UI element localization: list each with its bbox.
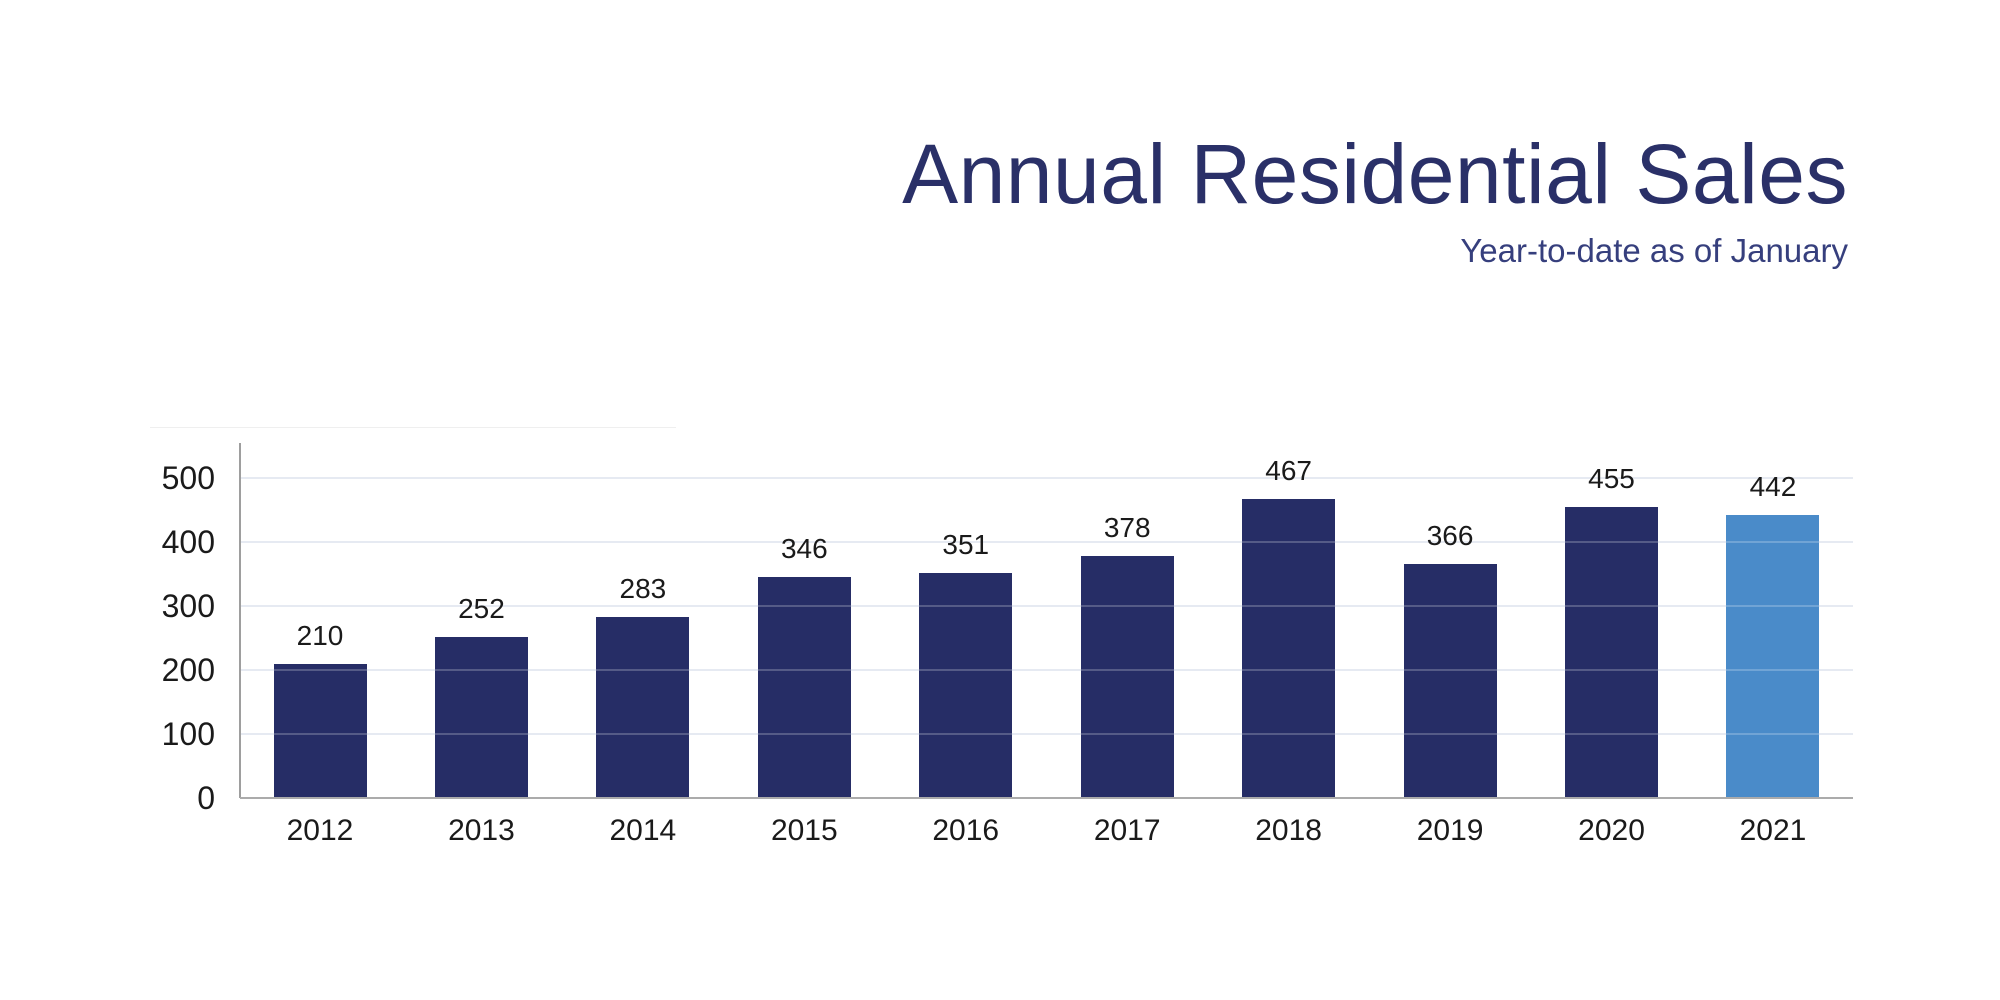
- gridline-100: [240, 733, 1853, 736]
- gridline-overlay-300: [240, 605, 1853, 608]
- gridline-200: [240, 669, 1853, 672]
- x-axis-label-2021: 2021: [1739, 814, 1807, 847]
- bar-value-2012: 210: [296, 619, 344, 651]
- gridline-overlay-500: [240, 477, 1853, 480]
- bar-2021: [1726, 515, 1820, 798]
- gridline-overlay-100: [240, 733, 1853, 736]
- gridline-overlay-400: [240, 541, 1853, 544]
- x-axis-line: [240, 797, 1853, 799]
- chart-panel-edge: [150, 427, 676, 428]
- x-axis-label-2017: 2017: [1093, 814, 1161, 847]
- bar-value-2016: 351: [942, 529, 990, 561]
- gridline-400: [240, 541, 1853, 544]
- gridline-500: [240, 477, 1853, 480]
- y-axis-tick-100: 100: [161, 716, 215, 753]
- y-axis-line: [239, 443, 241, 798]
- bar-value-2019: 366: [1426, 519, 1474, 551]
- bar-2020: [1565, 506, 1659, 798]
- bar-2017: [1080, 556, 1174, 798]
- y-axis-tick-500: 500: [161, 460, 215, 497]
- bar-2019: [1403, 563, 1497, 798]
- bar-value-2014: 283: [619, 572, 667, 604]
- x-axis-label-2018: 2018: [1255, 814, 1322, 847]
- chart-subtitle: Year-to-date as of January: [1460, 232, 1848, 269]
- bar-value-2013: 252: [458, 592, 505, 624]
- y-axis-tick-300: 300: [161, 588, 215, 625]
- bar-value-2015: 346: [780, 532, 828, 564]
- bar-value-2017: 378: [1103, 512, 1151, 544]
- bar-value-2021: 442: [1749, 471, 1797, 503]
- y-axis-tick-400: 400: [161, 524, 215, 561]
- gridline-overlay-200: [240, 669, 1853, 672]
- bar-2013: [434, 636, 528, 798]
- chart-title: Annual Residential Sales: [902, 127, 1848, 221]
- bar-2018: [1242, 499, 1336, 798]
- x-axis-label-2014: 2014: [609, 814, 677, 847]
- bar-2014: [596, 616, 690, 798]
- x-axis-label-2013: 2013: [448, 814, 515, 847]
- bar-2012: [273, 663, 367, 798]
- y-axis-tick-200: 200: [161, 652, 215, 689]
- x-axis-label-2015: 2015: [770, 814, 838, 847]
- gridline-300: [240, 605, 1853, 608]
- x-axis-label-2019: 2019: [1416, 814, 1484, 847]
- bar-2016: [919, 573, 1013, 798]
- bar-2015: [757, 576, 851, 798]
- x-axis-label-2012: 2012: [286, 814, 354, 847]
- x-axis-label-2016: 2016: [932, 814, 1000, 847]
- bar-value-2020: 455: [1588, 462, 1635, 494]
- bar-value-2018: 467: [1265, 455, 1312, 487]
- chart-header: Annual Residential Sales Year-to-date as…: [902, 128, 1848, 270]
- y-axis-tick-0: 0: [197, 780, 215, 816]
- x-axis-label-2020: 2020: [1578, 814, 1645, 847]
